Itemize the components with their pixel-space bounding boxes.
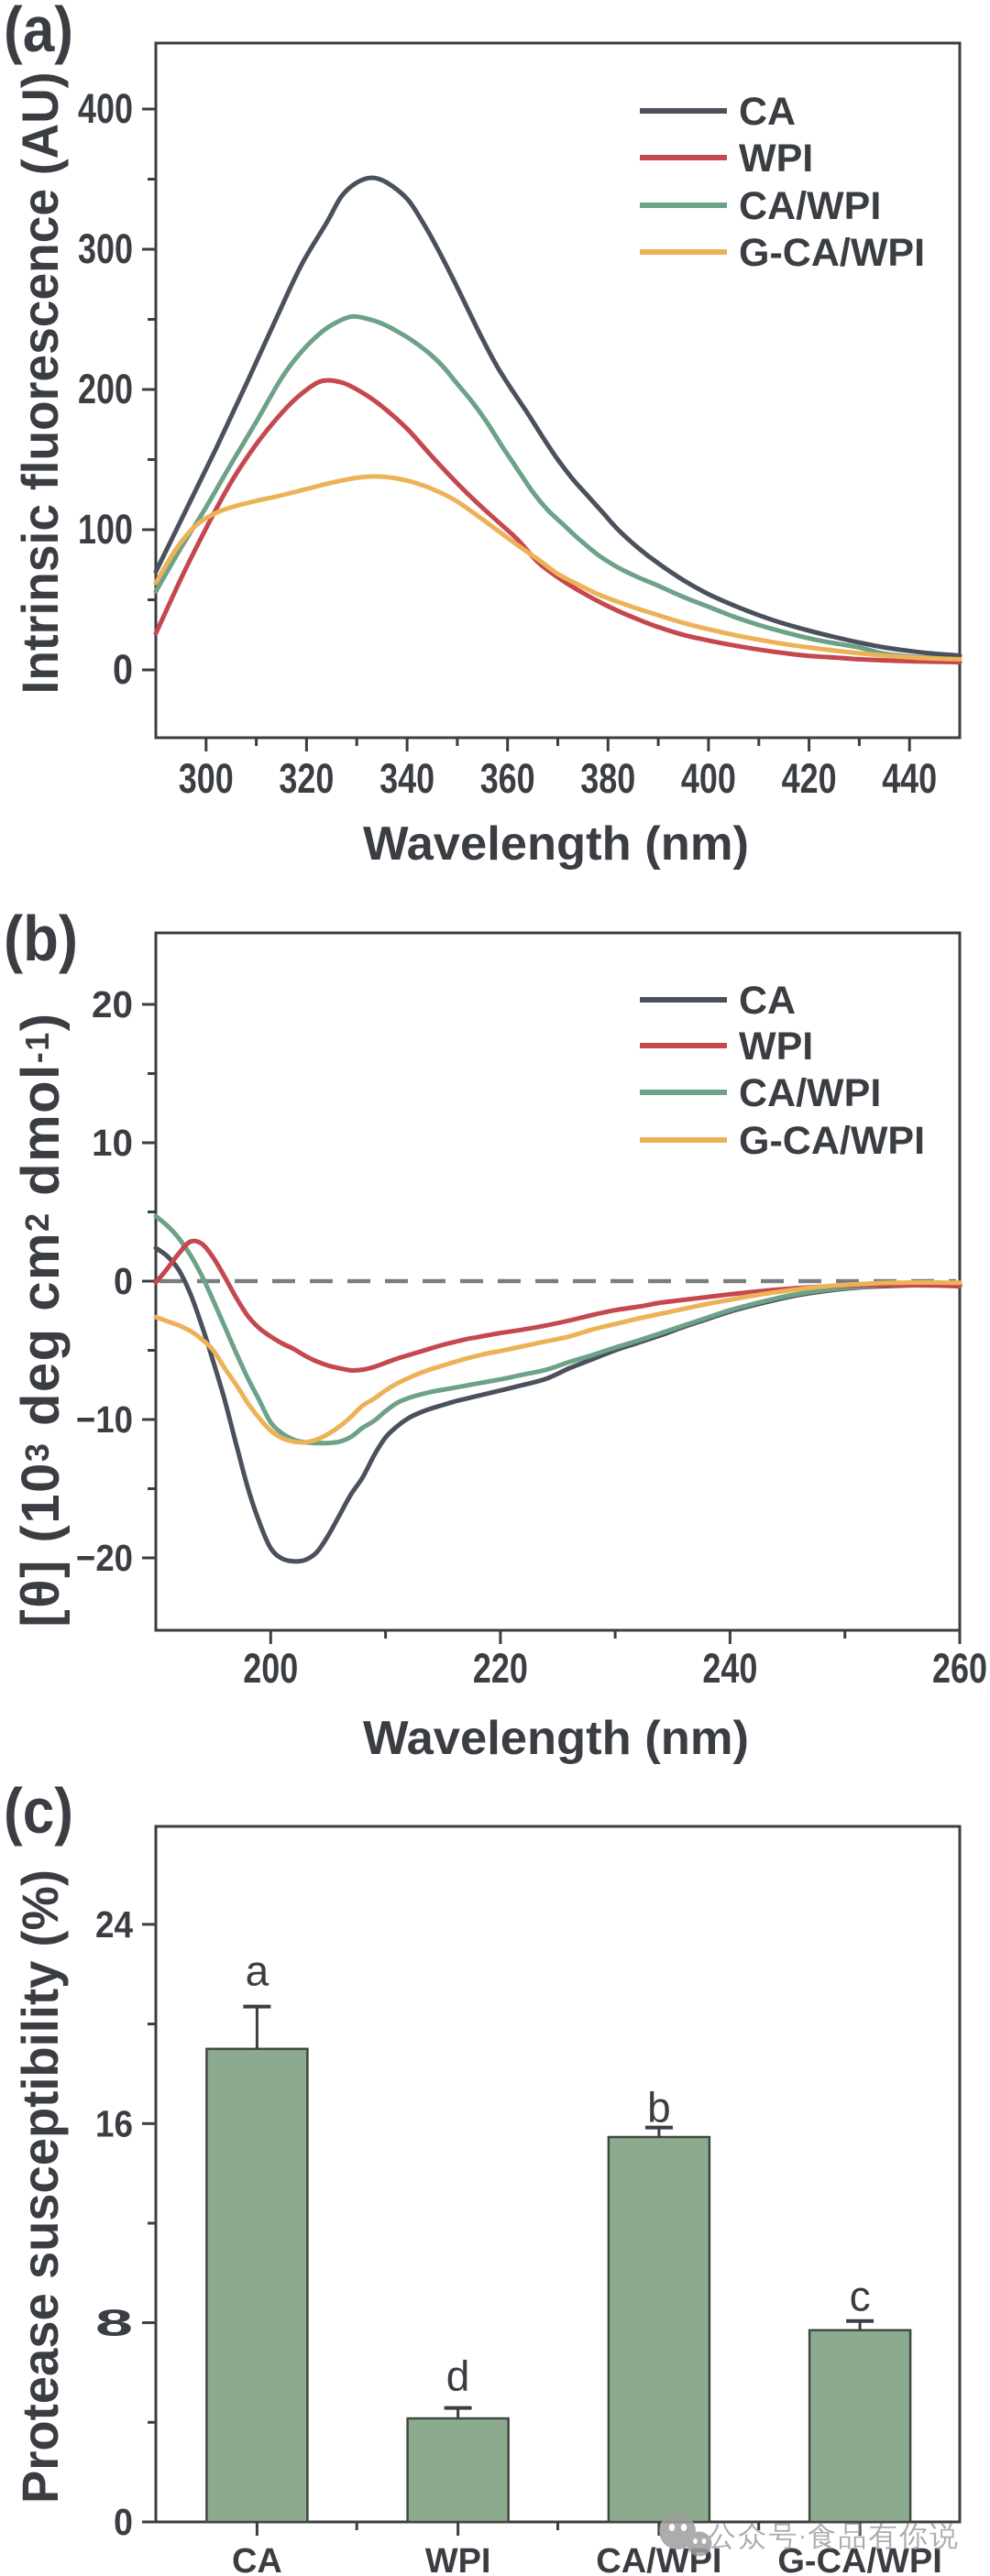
svg-text:a: a	[246, 1947, 270, 1995]
svg-text:360: 360	[480, 755, 535, 802]
svg-text:24: 24	[95, 1903, 133, 1946]
svg-text:c: c	[850, 2273, 871, 2320]
svg-text:420: 420	[782, 755, 837, 802]
svg-text:G-CA/WPI: G-CA/WPI	[739, 1119, 925, 1163]
svg-text:CA/WPI: CA/WPI	[739, 1071, 881, 1115]
svg-text:380: 380	[580, 755, 635, 802]
svg-text:220: 220	[473, 1645, 528, 1692]
svg-text:(a): (a)	[4, 0, 73, 65]
svg-text:340: 340	[380, 755, 434, 802]
svg-text:(c): (c)	[4, 1775, 73, 1847]
svg-text:WPI: WPI	[739, 1025, 813, 1069]
svg-text:300: 300	[179, 755, 234, 802]
svg-text:−20: −20	[76, 1537, 133, 1579]
svg-text:440: 440	[882, 755, 937, 802]
svg-text:Wavelength (nm): Wavelength (nm)	[363, 817, 749, 871]
svg-text:0: 0	[113, 646, 133, 693]
svg-text:8: 8	[95, 2302, 133, 2344]
svg-text:100: 100	[78, 506, 133, 553]
svg-text:16: 16	[95, 2102, 133, 2144]
svg-text:0: 0	[114, 2501, 133, 2543]
svg-text:WPI: WPI	[739, 137, 813, 181]
svg-text:CA: CA	[739, 979, 796, 1023]
svg-text:CA: CA	[232, 2542, 282, 2576]
svg-text:10: 10	[92, 1122, 133, 1164]
svg-text:320: 320	[279, 755, 334, 802]
svg-text:Intrinsic fluorescence (AU): Intrinsic fluorescence (AU)	[11, 72, 69, 695]
svg-text:d: d	[446, 2352, 470, 2400]
svg-text:b: b	[647, 2084, 671, 2132]
svg-text:G-CA/WPI: G-CA/WPI	[739, 231, 925, 275]
svg-text:400: 400	[681, 755, 736, 802]
svg-text:300: 300	[78, 225, 133, 272]
svg-text:200: 200	[243, 1645, 298, 1692]
svg-text:240: 240	[702, 1645, 757, 1692]
svg-text:Protease susceptibility (%): Protease susceptibility (%)	[11, 1869, 69, 2504]
svg-text:Wavelength (nm): Wavelength (nm)	[363, 1712, 749, 1765]
svg-text:400: 400	[78, 85, 133, 132]
svg-text:260: 260	[932, 1645, 987, 1692]
svg-text:(b): (b)	[4, 903, 78, 974]
svg-text:20: 20	[92, 983, 133, 1025]
svg-text:0: 0	[114, 1260, 133, 1302]
svg-text:−10: −10	[76, 1398, 133, 1441]
svg-text:[θ] (103 deg cm2 dmol-1): [θ] (103 deg cm2 dmol-1)	[11, 1012, 71, 1627]
svg-text:CA: CA	[739, 90, 796, 134]
svg-text:WPI: WPI	[425, 2542, 491, 2576]
svg-text:200: 200	[78, 366, 133, 412]
svg-text:CA/WPI: CA/WPI	[739, 184, 881, 228]
